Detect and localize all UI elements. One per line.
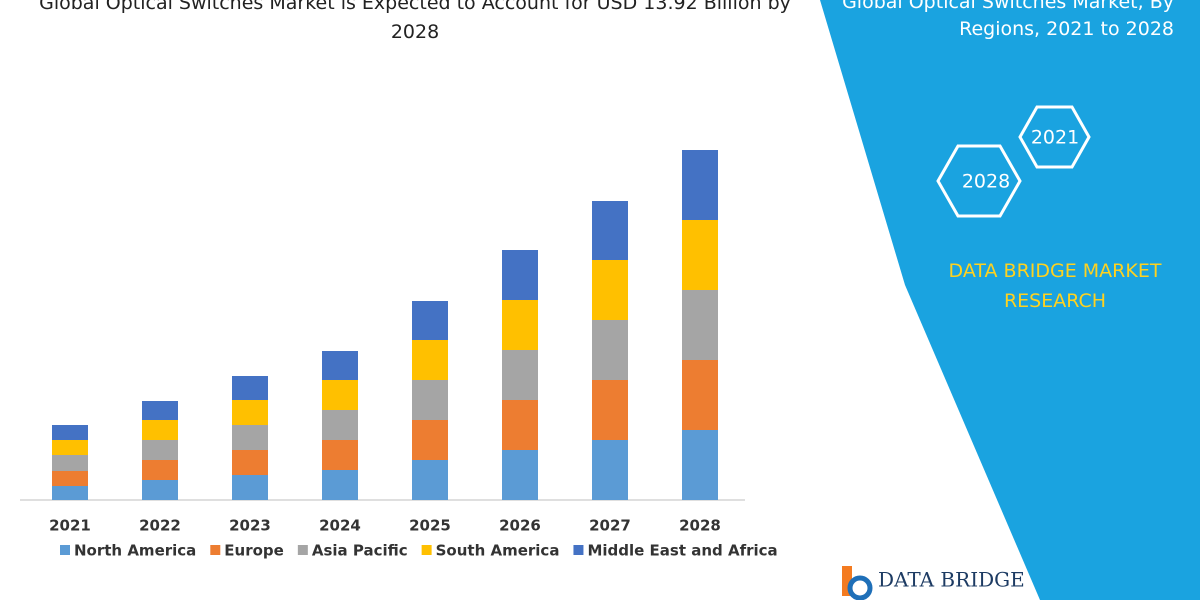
legend-swatch bbox=[297, 545, 308, 555]
bar-segment bbox=[142, 460, 178, 480]
bar-segment bbox=[52, 471, 88, 486]
legend-swatch bbox=[421, 545, 432, 555]
side-panel bbox=[820, 0, 1200, 600]
hexagon bbox=[1018, 105, 1091, 169]
bar-segment bbox=[682, 150, 718, 220]
x-tick-label: 2022 bbox=[139, 517, 181, 535]
bar-segment bbox=[592, 380, 628, 440]
x-tick-label: 2021 bbox=[49, 517, 91, 535]
legend-swatch bbox=[210, 545, 221, 555]
logo-icon bbox=[842, 566, 852, 596]
bar-segment bbox=[232, 400, 268, 425]
brand: DATA BRIDGE MARKET RESEARCH bbox=[948, 260, 1162, 312]
bar-segment bbox=[682, 360, 718, 430]
bar-segment bbox=[682, 220, 718, 290]
bar-segment bbox=[322, 410, 358, 440]
logo-icon bbox=[847, 575, 873, 600]
bar-segment bbox=[322, 440, 358, 470]
bar-segment bbox=[592, 201, 628, 260]
bar-segment bbox=[142, 401, 178, 420]
legend-label: Middle East and Africa bbox=[587, 542, 777, 560]
bar-segment bbox=[232, 475, 268, 500]
bar-segment bbox=[592, 440, 628, 500]
bar-segment bbox=[322, 351, 358, 380]
legend-label: South America bbox=[436, 542, 560, 560]
chart-title: Global Optical Switches Market is Expect… bbox=[39, 0, 791, 43]
bar-segment bbox=[232, 425, 268, 450]
bar-segment bbox=[412, 380, 448, 420]
bar-segment bbox=[52, 455, 88, 471]
legend-label: Asia Pacific bbox=[312, 542, 408, 560]
panel-title: Global Optical Switches Market, By Regio… bbox=[842, 0, 1174, 40]
x-tick-label: 2025 bbox=[409, 517, 451, 535]
bar-segment bbox=[412, 460, 448, 500]
bar-segment bbox=[412, 420, 448, 460]
hexagon bbox=[936, 144, 1022, 218]
bar-segment bbox=[502, 400, 538, 450]
bar-segment bbox=[682, 290, 718, 360]
bar-segment bbox=[52, 486, 88, 500]
bar-segment bbox=[682, 430, 718, 500]
bar-segment bbox=[142, 480, 178, 500]
x-tick-label: 2028 bbox=[679, 517, 721, 535]
bar-segment bbox=[322, 470, 358, 500]
bar-segment bbox=[502, 300, 538, 350]
x-tick-label: 2024 bbox=[319, 517, 361, 535]
bar-segment bbox=[52, 440, 88, 455]
logo-text: DATA BRIDGE bbox=[878, 568, 1025, 592]
x-tick-label: 2026 bbox=[499, 517, 541, 535]
legend-label: Europe bbox=[224, 542, 284, 560]
bar-segment bbox=[502, 350, 538, 400]
hex-label: 2021 bbox=[1031, 127, 1079, 149]
bar-segment bbox=[502, 450, 538, 500]
x-tick-label: 2023 bbox=[229, 517, 271, 535]
legend-swatch bbox=[60, 545, 70, 555]
hex-label: 2028 bbox=[962, 171, 1010, 193]
bar-segment bbox=[232, 376, 268, 400]
bar-segment bbox=[502, 250, 538, 300]
bar-segment bbox=[412, 301, 448, 340]
bar-segment bbox=[322, 380, 358, 410]
bar-segment bbox=[142, 420, 178, 440]
x-tick-label: 2027 bbox=[589, 517, 631, 535]
legend-label: North America bbox=[74, 542, 196, 560]
bar-segment bbox=[232, 450, 268, 475]
bar-segment bbox=[412, 340, 448, 380]
bar-segment bbox=[592, 320, 628, 380]
bar-segment bbox=[52, 425, 88, 440]
bar-segment bbox=[142, 440, 178, 460]
bar-segment bbox=[592, 260, 628, 320]
legend-swatch bbox=[573, 545, 584, 555]
